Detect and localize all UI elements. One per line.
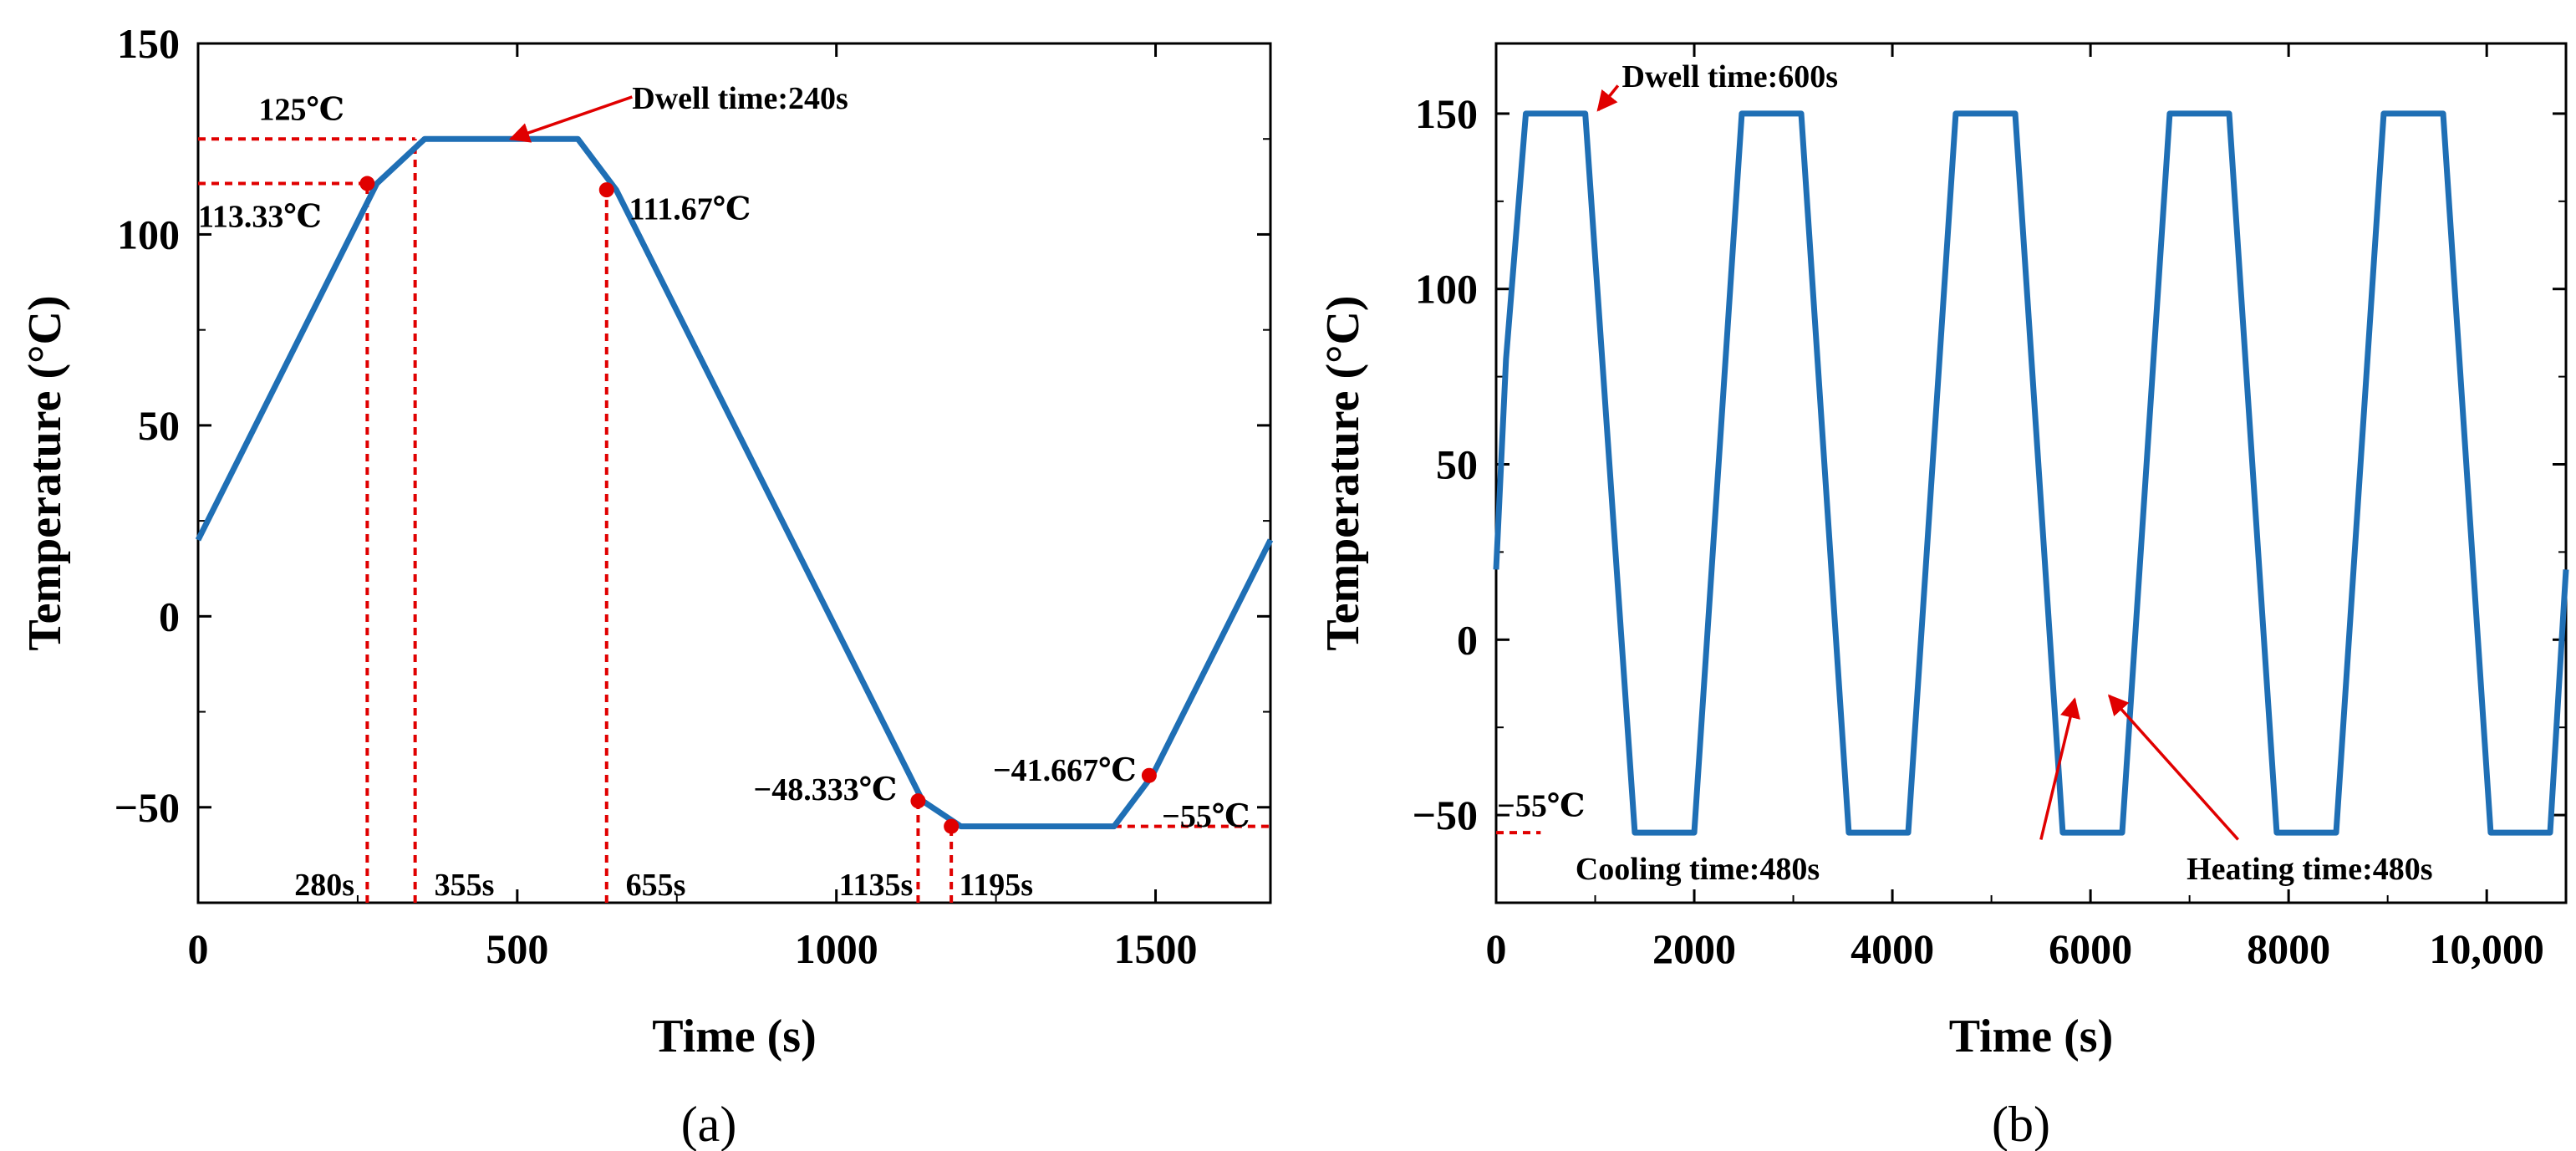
y-tick-label: 150 — [117, 20, 180, 67]
x-tick-label: 4000 — [1851, 925, 1934, 972]
chart-b: 0 2000 4000 6000 8000 10,000 −50 0 50 100 150 Time … — [1317, 42, 2569, 1062]
annotation: 111.67℃ — [629, 191, 751, 227]
x-axis-label: Time (s) — [652, 1011, 817, 1062]
annotation: 113.33℃ — [198, 200, 322, 235]
x-tick-label: 1500 — [1114, 925, 1198, 972]
annotation: Dwell time:600s — [1622, 59, 1839, 94]
data-point — [598, 182, 614, 198]
data-point — [910, 793, 926, 809]
data-point — [944, 818, 960, 834]
y-axis-label: Temperature (°C) — [1317, 295, 1369, 650]
plot-frame — [196, 42, 1272, 904]
annotation: 280s — [294, 868, 354, 903]
caption-b: (b) — [1992, 1097, 2050, 1151]
y-axis-label: Temperature (°C) — [19, 295, 71, 650]
y-tick-label: 0 — [1457, 616, 1478, 663]
annotation: −41.667℃ — [993, 753, 1137, 788]
y-tick-label: 50 — [1436, 441, 1478, 488]
annotation-arrow — [1596, 84, 1620, 112]
x-tick-label: 500 — [486, 925, 548, 972]
data-point — [359, 176, 375, 191]
x-tick-label: 10,000 — [2429, 925, 2544, 972]
annotation: Cooling time:480s — [1576, 852, 1820, 887]
annotation-arrow — [2107, 694, 2240, 841]
x-tick-label: 0 — [188, 925, 209, 972]
y-tick-label: −50 — [1413, 792, 1479, 838]
x-tick-label: 0 — [1486, 925, 1507, 972]
chart-a: 0 500 1000 1500 −50 0 50 100 150 Time (s) Temperat… — [19, 20, 1274, 1062]
y-tick-label: 150 — [1415, 90, 1478, 137]
series-line — [1493, 110, 2569, 836]
x-tick-label: 1000 — [795, 925, 878, 972]
series-line — [195, 135, 1274, 830]
x-tick-label: 2000 — [1652, 925, 1736, 972]
caption-a: (a) — [681, 1097, 737, 1151]
y-tick-label: −50 — [115, 784, 181, 831]
y-tick-label: 100 — [117, 211, 180, 257]
annotation: 1135s — [839, 868, 914, 903]
x-axis-label: Time (s) — [1949, 1011, 2114, 1062]
annotation: −48.333℃ — [754, 772, 898, 807]
annotation: 1195s — [959, 868, 1033, 903]
annotation: 125℃ — [259, 93, 345, 128]
annotation: −55℃ — [1497, 789, 1585, 824]
annotation: 655s — [626, 868, 686, 903]
y-tick-label: 100 — [1415, 266, 1478, 313]
annotation: −55℃ — [1162, 799, 1250, 834]
x-tick-label: 8000 — [2247, 925, 2330, 972]
annotation: 355s — [435, 868, 495, 903]
x-tick-label: 6000 — [2049, 925, 2132, 972]
data-point — [1141, 767, 1157, 783]
plot-frame — [1494, 42, 2568, 904]
annotation-arrow — [2039, 697, 2080, 840]
y-tick-label: 0 — [159, 593, 180, 639]
y-tick-label: 50 — [138, 402, 180, 449]
annotation-arrow — [508, 95, 633, 143]
annotation: Heating time:480s — [2187, 852, 2432, 887]
annotation: Dwell time:240s — [632, 81, 848, 116]
